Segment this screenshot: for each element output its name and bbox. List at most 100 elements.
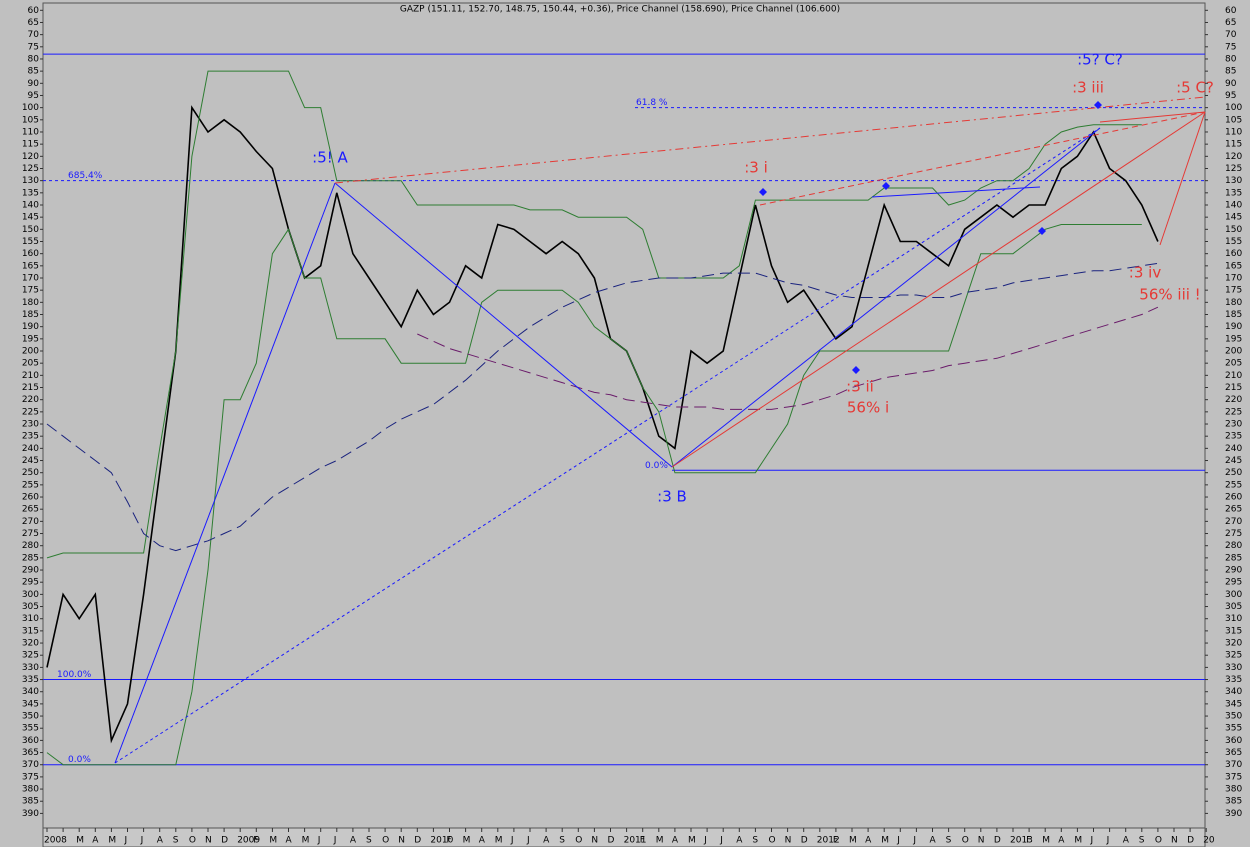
y-tick-label: 315 xyxy=(22,626,39,636)
y-tick-label-right: 150 xyxy=(1225,225,1242,235)
y-tick-label: 85 xyxy=(28,67,39,77)
marks: 61.8 % 685.4% 0.0% 100.0% 0.0%:5! A:3 B:5? C… xyxy=(43,51,1214,766)
trend-line xyxy=(334,182,673,468)
x-tick-label: N xyxy=(591,836,598,846)
y-tick-label: 390 xyxy=(22,809,39,819)
y-tick-label: 125 xyxy=(22,164,39,174)
y-tick-label-right: 230 xyxy=(1225,420,1242,430)
y-tick-label: 195 xyxy=(22,334,39,344)
series-line xyxy=(46,224,1142,766)
y-tick-label-right: 165 xyxy=(1225,261,1242,271)
x-tick-label: M xyxy=(76,836,84,846)
y-tick-label: 330 xyxy=(22,663,39,673)
y-tick-label-right: 365 xyxy=(1225,748,1242,758)
y-tick-label: 385 xyxy=(22,797,39,807)
y-tick-label: 90 xyxy=(28,79,40,89)
y-tick-label-right: 115 xyxy=(1225,140,1242,150)
x-tick-label: A xyxy=(286,836,293,846)
chart-title: GAZP (151.11, 152.70, 148.75, 150.44, +0… xyxy=(400,5,840,15)
y-tick-label: 295 xyxy=(22,578,39,588)
x-tick-label: O xyxy=(382,836,389,846)
x-tick-label: S xyxy=(1139,836,1145,846)
y-tick-label-right: 265 xyxy=(1225,505,1242,515)
y-tick-label-right: 190 xyxy=(1225,322,1242,332)
x-tick-label: 2011 xyxy=(624,836,647,846)
y-tick-label: 270 xyxy=(22,517,39,527)
x-tick-label: D xyxy=(994,836,1001,846)
y-tick-label-right: 380 xyxy=(1225,785,1242,795)
y-tick-label: 305 xyxy=(22,602,39,612)
x-tick-label: N xyxy=(785,836,792,846)
x-tick-label: 2009 xyxy=(237,836,260,846)
y-tick-label-right: 290 xyxy=(1225,566,1242,576)
x-tick-label: A xyxy=(92,836,99,846)
y-tick-label-right: 270 xyxy=(1225,517,1242,527)
y-tick-label-right: 215 xyxy=(1225,383,1242,393)
y-tick-label-right: 235 xyxy=(1225,432,1242,442)
x-axis-band xyxy=(42,827,1206,847)
trend-line xyxy=(671,127,1101,468)
y-tick-label: 190 xyxy=(22,322,39,332)
y-tick-label: 140 xyxy=(22,200,39,210)
x-tick-label: M xyxy=(1074,836,1082,846)
y-tick-label-right: 255 xyxy=(1225,480,1242,490)
x-tick-label: M xyxy=(849,836,857,846)
x-tick-label: F xyxy=(447,836,452,846)
x-tick-label: 2012 xyxy=(817,836,840,846)
y-tick-label-right: 315 xyxy=(1225,626,1242,636)
y-tick-label: 75 xyxy=(28,42,39,52)
level-label: 100.0% xyxy=(57,670,92,680)
y-tick-label: 120 xyxy=(22,152,39,162)
y-tick-label-right: 385 xyxy=(1225,797,1242,807)
y-tick-label-right: 140 xyxy=(1225,200,1242,210)
x-tick-label: S xyxy=(366,836,372,846)
y-tick-label: 290 xyxy=(22,566,39,576)
x-tick-label: M xyxy=(495,836,503,846)
y-tick-label-right: 335 xyxy=(1225,675,1242,685)
x-tick-label: D xyxy=(1187,836,1194,846)
y-tick-label-right: 75 xyxy=(1225,42,1236,52)
y-tick-label-right: 100 xyxy=(1225,103,1242,113)
y-tick-label-right: 285 xyxy=(1225,553,1242,563)
x-tick-label: J xyxy=(912,836,916,846)
y-tick-label: 170 xyxy=(22,274,39,284)
x-tick-label: M xyxy=(269,836,277,846)
pivot-marker xyxy=(852,366,860,374)
y-tick-label: 325 xyxy=(22,651,39,661)
y-tick-label: 105 xyxy=(22,115,39,125)
x-tick-label: D xyxy=(221,836,228,846)
y-tick-label-right: 65 xyxy=(1225,18,1236,28)
y-tick-label-right: 125 xyxy=(1225,164,1242,174)
y-tick-label-right: 355 xyxy=(1225,724,1242,734)
y-tick-label: 280 xyxy=(22,541,39,551)
y-tick-label: 230 xyxy=(22,420,39,430)
y-tick-label-right: 390 xyxy=(1225,809,1242,819)
x-tick-label: M xyxy=(688,836,696,846)
x-tick-label: J xyxy=(333,836,337,846)
y-tick-label: 285 xyxy=(22,553,39,563)
y-tick-label: 150 xyxy=(22,225,39,235)
trend-line xyxy=(671,111,1206,468)
x-tick-label: N xyxy=(1171,836,1178,846)
y-tick-label-right: 105 xyxy=(1225,115,1242,125)
series-line xyxy=(46,105,1159,744)
y-tick-label-right: 130 xyxy=(1225,176,1242,186)
y-tick-label: 180 xyxy=(22,298,39,308)
level-label: 685.4% xyxy=(68,171,103,181)
y-tick-label: 340 xyxy=(22,687,39,697)
y-tick-label: 95 xyxy=(28,91,39,101)
y-tick-label: 145 xyxy=(22,213,39,223)
x-tick-label: J xyxy=(124,836,128,846)
y-tick-label-right: 200 xyxy=(1225,347,1242,357)
y-tick-label: 235 xyxy=(22,432,39,442)
y-tick-label: 375 xyxy=(22,772,39,782)
trend-line xyxy=(759,111,1206,206)
x-tick-label: F xyxy=(833,836,838,846)
y-tick-label: 250 xyxy=(22,468,39,478)
y-tick-label: 275 xyxy=(22,529,39,539)
y-tick-label: 300 xyxy=(22,590,39,600)
x-tick-label: A xyxy=(1058,836,1065,846)
y-tick-label-right: 340 xyxy=(1225,687,1242,697)
y-tick-label: 115 xyxy=(22,140,39,150)
